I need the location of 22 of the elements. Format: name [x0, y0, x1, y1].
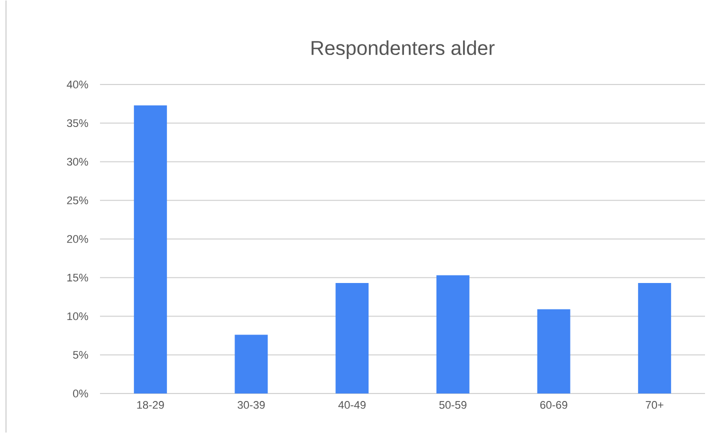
- bar: [234, 334, 268, 394]
- y-tick-label: 25%: [67, 196, 88, 204]
- y-tick-label: 35%: [66, 119, 88, 128]
- bar: [134, 105, 167, 394]
- y-tick-label: 40%: [66, 80, 88, 88]
- y-tick-label: 20%: [67, 235, 88, 243]
- bar: [436, 275, 470, 394]
- x-tick-label: 60-69: [540, 401, 568, 409]
- bar: [336, 283, 369, 394]
- chart-title: Respondenters alder: [312, 40, 495, 60]
- y-tick-label: 30%: [66, 158, 88, 166]
- x-tick-label: 70+: [646, 401, 664, 409]
- y-tick-label: 0%: [73, 390, 88, 398]
- y-tick-label: 5%: [73, 351, 88, 359]
- y-tick-label: 15%: [67, 274, 88, 282]
- bar: [537, 309, 570, 394]
- x-tick-label: 50-59: [439, 401, 466, 409]
- x-tick-label: 30-39: [238, 401, 265, 409]
- bar: [638, 283, 672, 394]
- x-tick-label: 18-29: [137, 401, 164, 409]
- y-tick-label: 10%: [67, 312, 88, 320]
- x-tick-label: 40-49: [338, 401, 366, 409]
